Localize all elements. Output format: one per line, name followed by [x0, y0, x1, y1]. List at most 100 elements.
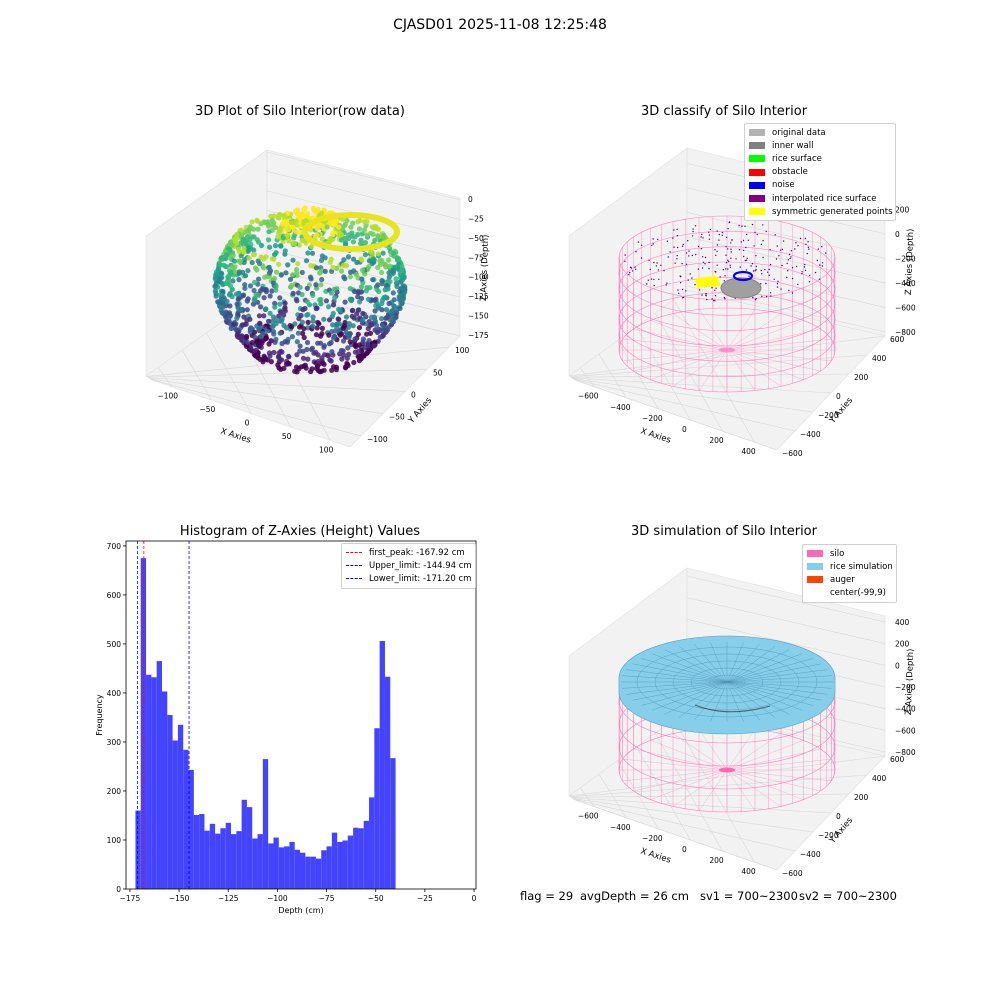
histogram-bar: [300, 852, 306, 889]
interpolated-point: [697, 268, 699, 270]
histogram-bar: [167, 715, 173, 889]
scatter-point: [326, 239, 333, 245]
scatter-point: [269, 256, 275, 262]
scatter-point: [330, 232, 336, 238]
scatter-point: [402, 289, 408, 295]
interpolated-point: [751, 223, 754, 226]
interpolated-point: [700, 248, 703, 250]
scatter-point: [254, 237, 260, 243]
interpolated-point: [635, 251, 637, 253]
interpolated-point: [688, 250, 690, 252]
scatter-point: [267, 353, 273, 359]
rice-surface-mesh: [641, 681, 728, 706]
rice-surface-mesh: [622, 681, 728, 689]
silo-floor-line: [726, 349, 804, 380]
interpolated-point: [752, 270, 755, 272]
scatter-point: [347, 286, 353, 292]
interpolated-point: [729, 266, 731, 268]
histogram-bar: [156, 661, 162, 889]
scatter-point: [395, 257, 401, 263]
scatter-point: [272, 300, 278, 306]
scatter-point: [375, 282, 381, 288]
z-tick-label: 200: [895, 205, 910, 214]
scatter-point: [346, 321, 352, 327]
scatter-point: [234, 315, 240, 321]
interpolated-point: [705, 294, 707, 296]
scatter-point: [349, 233, 355, 239]
interpolated-point: [786, 262, 788, 265]
interpolated-point: [692, 228, 694, 230]
rice-surface-mesh: [694, 681, 728, 721]
scatter-point: [285, 227, 292, 233]
histogram-bar: [262, 759, 269, 889]
interpolated-point: [728, 260, 730, 263]
scatter-point: [236, 277, 242, 283]
scatter-point: [326, 341, 333, 347]
scatter-point: [389, 319, 395, 325]
rice-surface-mesh: [664, 649, 728, 683]
silo-floor-line: [650, 320, 728, 351]
scatter-point: [351, 256, 357, 262]
interpolated-point: [762, 256, 764, 259]
scatter-point: [277, 226, 283, 232]
scatter-point: [372, 237, 378, 243]
interpolated-point: [781, 248, 784, 251]
interpolated-point: [743, 255, 745, 258]
histogram-bar: [278, 847, 285, 889]
scatter-point: [401, 275, 407, 281]
scatter-point: [305, 325, 311, 331]
scatter-point: [398, 300, 404, 306]
legend-line: [346, 578, 362, 580]
rice-surface-mesh: [726, 653, 803, 683]
scatter-point: [364, 331, 370, 337]
scatter-point: [245, 339, 251, 345]
scatter-point: [363, 222, 369, 229]
y-tick-label: 500: [107, 640, 122, 649]
y-tick-label: −200: [818, 831, 839, 840]
scatter-point: [386, 300, 392, 307]
scatter-point: [340, 262, 347, 268]
z-axis-label: Z Axies (Depth): [904, 228, 916, 295]
scatter-point: [338, 231, 345, 237]
scatter-point: [269, 288, 275, 294]
interpolated-point: [666, 240, 669, 242]
interpolated-point: [806, 252, 808, 255]
scatter-point: [313, 332, 320, 338]
interpolated-point: [701, 233, 703, 235]
scatter-point: [272, 304, 278, 310]
interpolated-point: [814, 271, 817, 274]
scatter-point: [349, 308, 355, 314]
scatter-point: [277, 330, 283, 336]
scatter-point: [299, 237, 305, 243]
scatter-point: [314, 232, 320, 238]
scatter-point: [273, 284, 279, 290]
scatter-point: [226, 292, 233, 298]
interpolated-point: [716, 264, 718, 266]
silo-floor-line: [726, 309, 756, 351]
scatter-point: [284, 339, 290, 345]
rice-surface-mesh: [726, 681, 744, 722]
interpolated-point: [795, 242, 797, 244]
scatter-point: [364, 219, 370, 225]
scatter-point: [375, 233, 381, 239]
y-tick-label: 300: [107, 738, 122, 747]
interpolated-point: [624, 254, 626, 256]
interpolated-point: [663, 270, 665, 272]
silo-floor-line: [650, 769, 728, 800]
scatter-point: [376, 289, 382, 295]
scatter-point: [341, 257, 347, 263]
legend-label: auger: [830, 574, 855, 585]
interpolated-point: [761, 295, 763, 298]
silo-floor-line: [672, 349, 728, 387]
scatter-point: [242, 273, 249, 279]
rice-surface-mesh: [708, 674, 746, 690]
scatter-point: [232, 269, 239, 275]
interpolated-point: [714, 300, 716, 302]
scatter-point: [391, 250, 397, 256]
scatter-point: [310, 318, 316, 324]
scatter-point: [321, 361, 327, 367]
legend-entry-symmetric: symmetric generated points: [745, 205, 895, 218]
scatter-point: [359, 257, 365, 263]
silo-floor-line: [726, 349, 821, 372]
scatter-point: [317, 340, 324, 346]
